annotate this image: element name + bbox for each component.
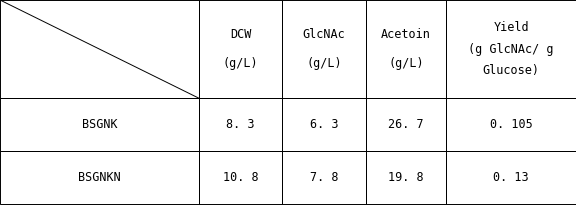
Bar	[446, 0, 576, 98]
Bar	[199, 98, 282, 151]
Bar	[199, 151, 282, 204]
Text: 19. 8: 19. 8	[388, 171, 424, 184]
Text: DCW: DCW	[230, 28, 251, 41]
Text: Yield: Yield	[494, 22, 529, 34]
Text: 7. 8: 7. 8	[310, 171, 338, 184]
Text: (g/L): (g/L)	[388, 57, 424, 70]
Bar	[0, 151, 199, 204]
Text: 6. 3: 6. 3	[310, 118, 338, 131]
Text: BSGNK: BSGNK	[82, 118, 117, 131]
Text: 10. 8: 10. 8	[223, 171, 258, 184]
Text: (g GlcNAc/ g: (g GlcNAc/ g	[468, 43, 554, 55]
Bar	[0, 98, 199, 151]
Bar	[446, 151, 576, 204]
Bar	[446, 98, 576, 151]
Text: (g/L): (g/L)	[306, 57, 342, 70]
Bar	[199, 0, 282, 98]
Text: BSGNKN: BSGNKN	[78, 171, 121, 184]
Text: Glucose): Glucose)	[483, 64, 540, 77]
Bar	[366, 0, 446, 98]
Bar	[282, 98, 366, 151]
Text: (g/L): (g/L)	[223, 57, 258, 70]
Bar	[366, 151, 446, 204]
Bar	[0, 0, 199, 98]
Bar	[282, 151, 366, 204]
Text: Acetoin: Acetoin	[381, 28, 431, 41]
Text: GlcNAc: GlcNAc	[302, 28, 346, 41]
Text: 26. 7: 26. 7	[388, 118, 424, 131]
Text: 0. 105: 0. 105	[490, 118, 533, 131]
Text: 0. 13: 0. 13	[494, 171, 529, 184]
Text: 8. 3: 8. 3	[226, 118, 255, 131]
Bar	[282, 0, 366, 98]
Bar	[366, 98, 446, 151]
